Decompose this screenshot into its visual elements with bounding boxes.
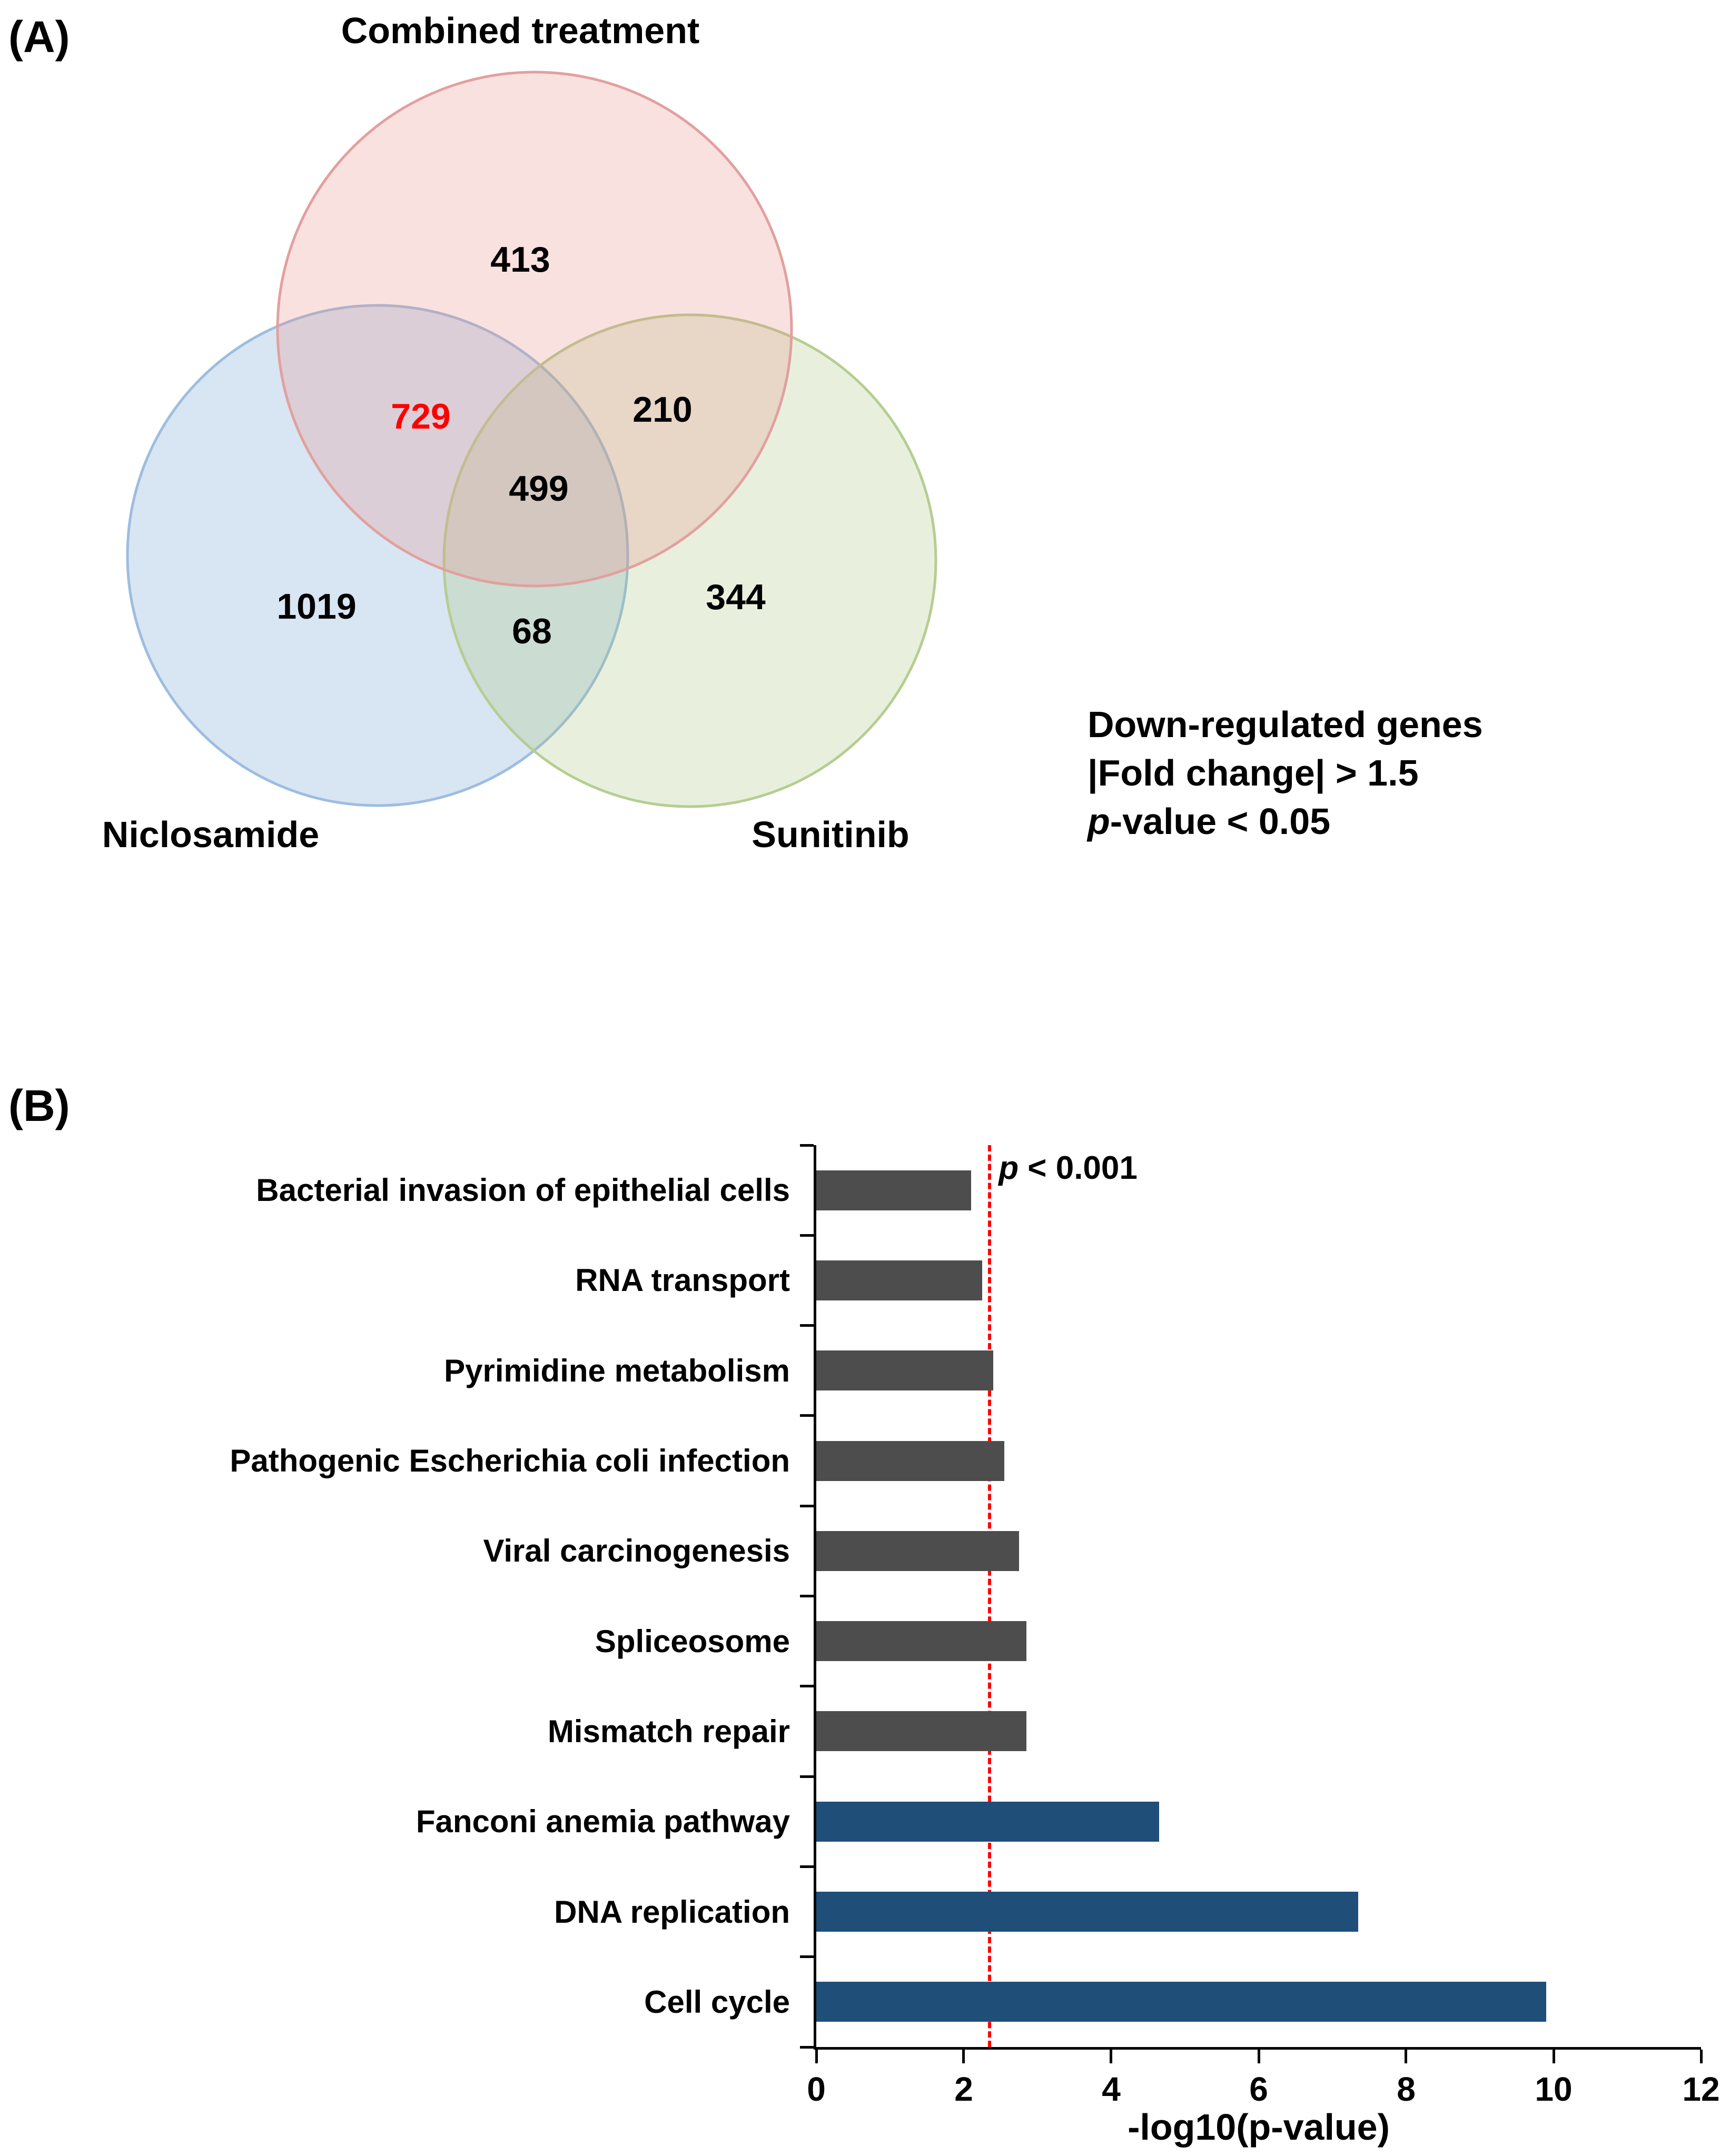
- category-label: Bacterial invasion of epithelial cells: [256, 1173, 790, 1208]
- bar: [816, 1170, 971, 1210]
- x-tick-label: 10: [1535, 2070, 1573, 2108]
- venn-circle-niclosamide: [126, 304, 629, 807]
- panel-a-label: (A): [8, 12, 70, 62]
- threshold-label-italic-p: p: [999, 1150, 1019, 1186]
- bar: [816, 1260, 982, 1300]
- bar-row: [816, 1235, 1701, 1325]
- y-tick-mark: [800, 2045, 814, 2049]
- threshold-label-rest: < 0.001: [1019, 1150, 1138, 1186]
- category-label: Cell cycle: [644, 1984, 790, 2020]
- bar-row: [816, 1866, 1701, 1956]
- bar: [816, 1982, 1546, 2022]
- y-tick-mark: [800, 1234, 814, 1237]
- bar: [816, 1621, 1026, 1662]
- category-label: DNA replication: [554, 1894, 790, 1930]
- bar-chart-plot: 0 2 4 6 8 10 12 p < 0.001: [800, 1144, 1720, 2108]
- annotation-line-3-rest: -value < 0.05: [1110, 801, 1331, 842]
- annotation-line-1: Down-regulated genes: [1088, 704, 1483, 745]
- venn-diagram: [126, 71, 937, 808]
- x-tick-label: 0: [807, 2070, 826, 2108]
- bar-row: [816, 1145, 1701, 1235]
- x-tick-mark: [1699, 2050, 1703, 2063]
- bar: [816, 1350, 993, 1391]
- bar-row: [816, 1506, 1701, 1596]
- venn-count-niclosamide-sunitinib: 68: [512, 611, 552, 651]
- x-tick-mark: [1552, 2050, 1555, 2063]
- x-axis-line: [814, 2047, 1701, 2050]
- category-label: Pathogenic Escherichia coli infection: [230, 1443, 790, 1479]
- annotation-block: Down-regulated genes |Fold change| > 1.5…: [1088, 700, 1483, 846]
- venn-count-combined-niclosamide: 729: [391, 396, 451, 436]
- bar: [816, 1892, 1358, 1932]
- y-axis-line: [814, 1145, 816, 2050]
- bar-row: [816, 1416, 1701, 1506]
- category-label: Mismatch repair: [547, 1713, 790, 1749]
- annotation-line-3: p-value < 0.05: [1088, 797, 1483, 846]
- x-tick-label: 8: [1397, 2070, 1416, 2108]
- venn-count-combined-sunitinib: 210: [632, 390, 693, 430]
- category-labels: Bacterial invasion of epithelial cells RN…: [79, 1145, 790, 2047]
- x-tick-mark: [1110, 2050, 1113, 2063]
- y-tick-mark: [800, 1504, 814, 1507]
- bar-rows: [816, 1145, 1701, 2047]
- y-tick-mark: [800, 1414, 814, 1417]
- venn-circle-combined: [276, 71, 793, 588]
- y-tick-mark: [800, 1324, 814, 1327]
- bar: [816, 1711, 1026, 1752]
- venn-count-combined-only: 413: [490, 240, 550, 280]
- bar: [816, 1801, 1159, 1842]
- bar-row: [816, 1326, 1701, 1416]
- threshold-label: p < 0.001: [999, 1149, 1138, 1187]
- panel-b-label: (B): [8, 1081, 70, 1130]
- x-tick-label: 12: [1682, 2070, 1720, 2108]
- x-axis-title: -log10(p-value): [1128, 2107, 1390, 2148]
- venn-circle-sunitinib: [442, 313, 937, 808]
- venn-set-label-niclosamide: Niclosamide: [102, 814, 320, 855]
- bar-row: [816, 1596, 1701, 1686]
- category-label: Viral carcinogenesis: [483, 1533, 790, 1569]
- bar-row: [816, 1686, 1701, 1776]
- threshold-line: [988, 1145, 992, 2047]
- y-tick-mark: [800, 1685, 814, 1688]
- venn-count-niclosamide-only: 1019: [276, 587, 357, 627]
- x-tick-mark: [1405, 2050, 1408, 2063]
- x-tick-mark: [962, 2050, 965, 2063]
- bar: [816, 1440, 1004, 1481]
- x-tick-mark: [1257, 2050, 1260, 2063]
- bar-row: [816, 1957, 1701, 2047]
- bar-row: [816, 1776, 1701, 1866]
- venn-count-sunitinib-only: 344: [706, 577, 766, 617]
- x-tick-label: 6: [1249, 2070, 1268, 2108]
- annotation-line-3-italic-p: p: [1088, 801, 1110, 842]
- y-tick-mark: [800, 1865, 814, 1868]
- venn-set-label-combined: Combined treatment: [341, 10, 700, 51]
- x-tick-label: 4: [1102, 2070, 1121, 2108]
- y-tick-mark: [800, 1595, 814, 1597]
- y-tick-mark: [800, 1144, 814, 1147]
- bar: [816, 1531, 1019, 1571]
- x-tick-label: 2: [954, 2070, 973, 2108]
- category-label: Fanconi anemia pathway: [416, 1804, 790, 1840]
- category-label: Pyrimidine metabolism: [444, 1353, 790, 1388]
- y-tick-mark: [800, 1775, 814, 1778]
- y-tick-mark: [800, 1955, 814, 1959]
- venn-count-all-three: 499: [509, 469, 569, 509]
- category-label: Spliceosome: [595, 1623, 790, 1659]
- category-label: RNA transport: [575, 1263, 790, 1298]
- annotation-line-2: |Fold change| > 1.5: [1088, 752, 1419, 793]
- venn-set-label-sunitinib: Sunitinib: [752, 814, 910, 855]
- x-tick-mark: [815, 2050, 818, 2063]
